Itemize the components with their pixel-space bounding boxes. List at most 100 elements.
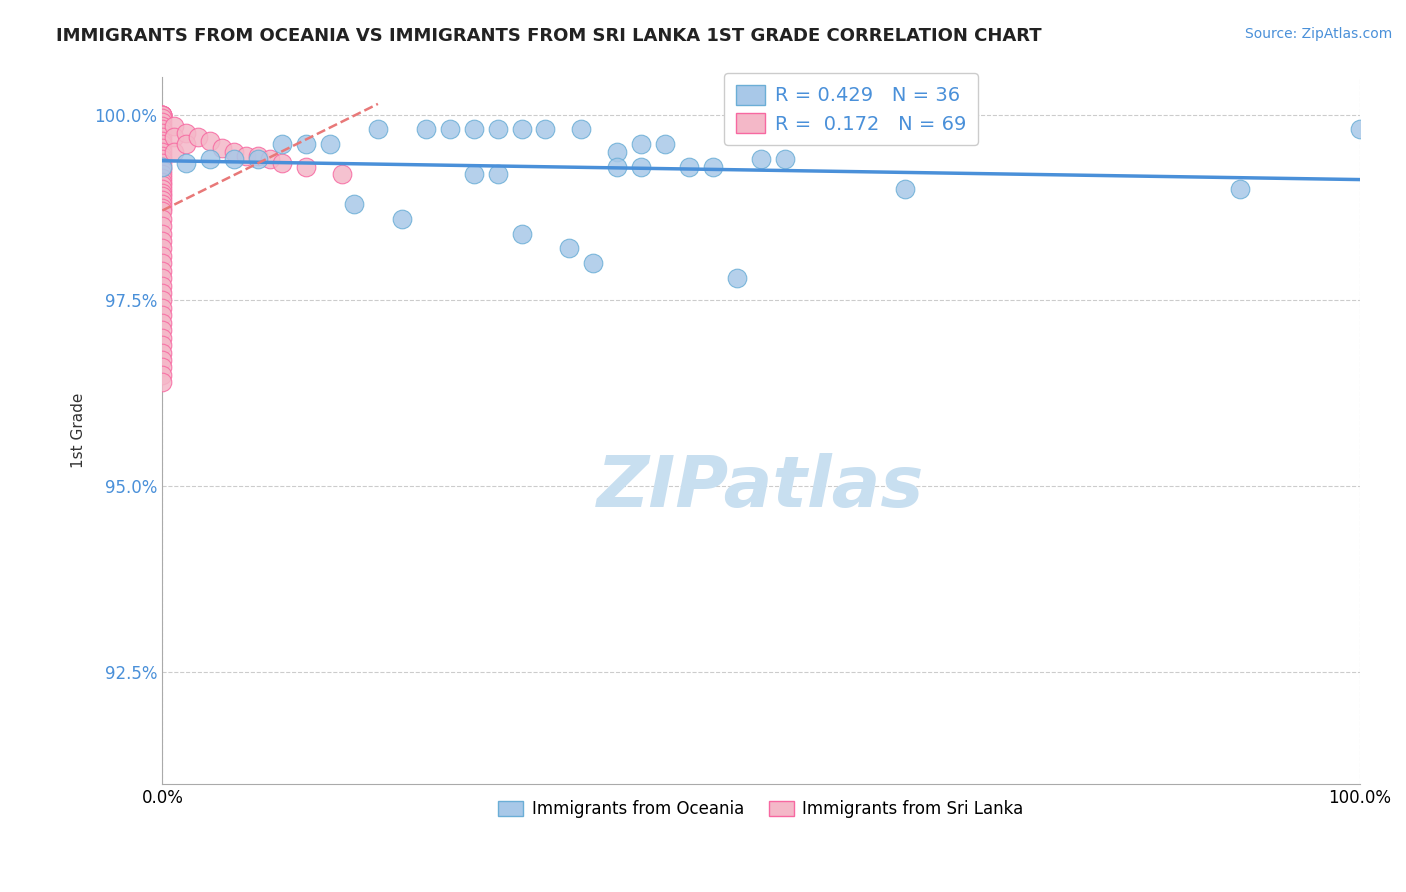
Point [152, 353, 174, 368]
Point [582, 256, 605, 270]
Point [152, 160, 174, 174]
Point [176, 137, 198, 152]
Point [319, 137, 342, 152]
Point [510, 227, 533, 241]
Point [152, 309, 174, 323]
Legend: Immigrants from Oceania, Immigrants from Sri Lanka: Immigrants from Oceania, Immigrants from… [492, 794, 1031, 825]
Point [271, 137, 294, 152]
Y-axis label: 1st Grade: 1st Grade [72, 392, 86, 468]
Point [152, 148, 174, 162]
Point [176, 126, 198, 140]
Point [152, 112, 174, 126]
Point [558, 242, 581, 256]
Point [152, 286, 174, 301]
Point [893, 182, 915, 196]
Point [486, 167, 509, 181]
Point [152, 376, 174, 390]
Point [152, 301, 174, 315]
Point [163, 119, 186, 133]
Point [224, 145, 246, 159]
Text: ZIPatlas: ZIPatlas [598, 452, 925, 522]
Point [152, 360, 174, 375]
Point [200, 152, 222, 166]
Point [630, 137, 652, 152]
Point [678, 160, 700, 174]
Point [224, 152, 246, 166]
Point [606, 160, 628, 174]
Point [163, 129, 186, 144]
Point [176, 156, 198, 170]
Point [152, 115, 174, 129]
Point [343, 197, 366, 211]
Point [630, 160, 652, 174]
Point [152, 368, 174, 382]
Point [415, 122, 437, 136]
Point [152, 345, 174, 359]
Point [152, 141, 174, 155]
Point [330, 167, 353, 181]
Point [152, 170, 174, 185]
Point [152, 219, 174, 234]
Point [463, 122, 485, 136]
Point [152, 134, 174, 148]
Point [152, 163, 174, 178]
Text: IMMIGRANTS FROM OCEANIA VS IMMIGRANTS FROM SRI LANKA 1ST GRADE CORRELATION CHART: IMMIGRANTS FROM OCEANIA VS IMMIGRANTS FR… [56, 27, 1042, 45]
Point [152, 234, 174, 248]
Point [152, 175, 174, 189]
Point [295, 160, 318, 174]
Point [725, 271, 748, 285]
Point [571, 122, 593, 136]
Point [152, 197, 174, 211]
Point [152, 256, 174, 270]
Point [163, 145, 186, 159]
Point [247, 152, 270, 166]
Point [534, 122, 557, 136]
Point [152, 189, 174, 203]
Point [152, 264, 174, 278]
Point [187, 129, 209, 144]
Point [235, 148, 257, 162]
Point [152, 156, 174, 170]
Point [510, 122, 533, 136]
Point [152, 186, 174, 200]
Point [152, 293, 174, 308]
Point [391, 211, 413, 226]
Point [439, 122, 461, 136]
Point [152, 145, 174, 159]
Point [749, 152, 772, 166]
Point [271, 156, 294, 170]
Point [152, 338, 174, 352]
Point [152, 323, 174, 337]
Point [606, 145, 628, 159]
Point [152, 211, 174, 226]
Point [152, 201, 174, 215]
Point [152, 107, 174, 121]
Point [152, 107, 174, 121]
Point [152, 204, 174, 219]
Point [152, 249, 174, 263]
Point [259, 152, 281, 166]
Point [152, 160, 174, 174]
Point [152, 137, 174, 152]
Point [247, 148, 270, 162]
Point [654, 137, 676, 152]
Point [152, 107, 174, 121]
Point [486, 122, 509, 136]
Point [152, 129, 174, 144]
Point [200, 134, 222, 148]
Point [152, 278, 174, 293]
Point [152, 242, 174, 256]
Point [1348, 122, 1371, 136]
Point [152, 316, 174, 330]
Point [152, 122, 174, 136]
Text: Source: ZipAtlas.com: Source: ZipAtlas.com [1244, 27, 1392, 41]
Point [1229, 182, 1251, 196]
Point [211, 141, 233, 155]
Point [463, 167, 485, 181]
Point [152, 178, 174, 193]
Point [152, 152, 174, 166]
Point [152, 193, 174, 207]
Point [152, 107, 174, 121]
Point [367, 122, 389, 136]
Point [702, 160, 724, 174]
